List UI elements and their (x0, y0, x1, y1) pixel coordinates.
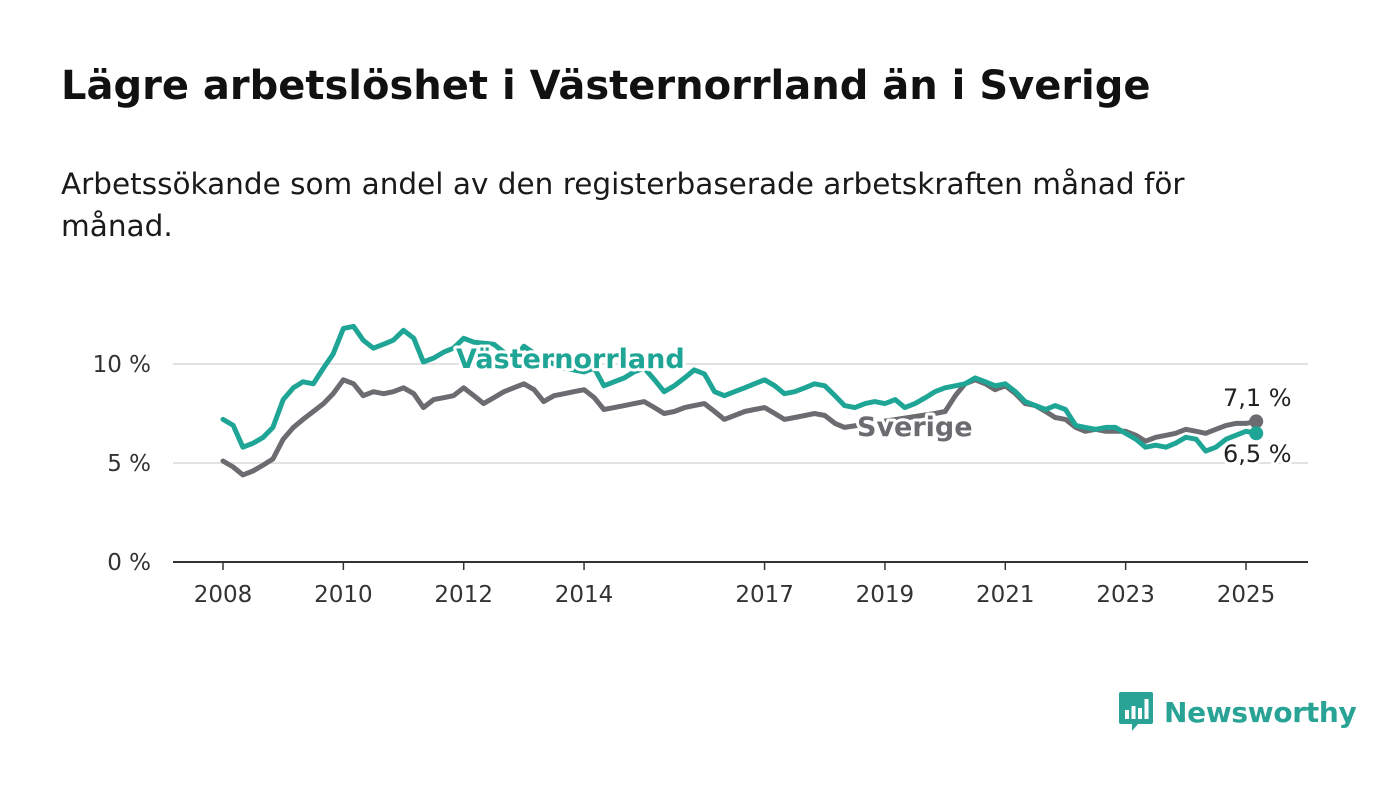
y-tick-label: 5 % (107, 451, 151, 477)
x-tick-label: 2021 (976, 582, 1035, 608)
end-label-sverige: 7,1 % (1223, 384, 1292, 412)
x-tick-label: 2008 (194, 582, 253, 608)
brand-name: Newsworthy (1164, 695, 1357, 729)
y-tick-label: 0 % (107, 550, 151, 576)
x-tick-label: 2012 (434, 582, 493, 608)
newsworthy-logo: Newsworthy (1118, 690, 1357, 734)
end-label-vasternorrland: 6,5 % (1223, 440, 1292, 468)
x-tick-label: 2010 (314, 582, 373, 608)
series-line-vasternorrland (220, 323, 1259, 454)
x-tick-label: 2023 (1096, 582, 1155, 608)
chart-title: Lägre arbetslöshet i Västernorrland än i… (61, 63, 1151, 109)
end-point-vasternorrland (1249, 426, 1264, 441)
series-label-vasternorrland: Västernorrland (456, 344, 685, 375)
x-tick-label: 2014 (555, 582, 614, 608)
end-point-sverige (1249, 414, 1264, 429)
x-tick-label: 2025 (1217, 582, 1276, 608)
x-tick-label: 2019 (856, 582, 915, 608)
bar-chart-speech-bubble-icon (1119, 692, 1153, 731)
series-label-sverige: Sverige (857, 412, 973, 443)
y-tick-label: 10 % (93, 352, 151, 378)
chart-subtitle: Arbetssökande som andel av den registerb… (61, 167, 1185, 243)
x-tick-label: 2017 (735, 582, 794, 608)
